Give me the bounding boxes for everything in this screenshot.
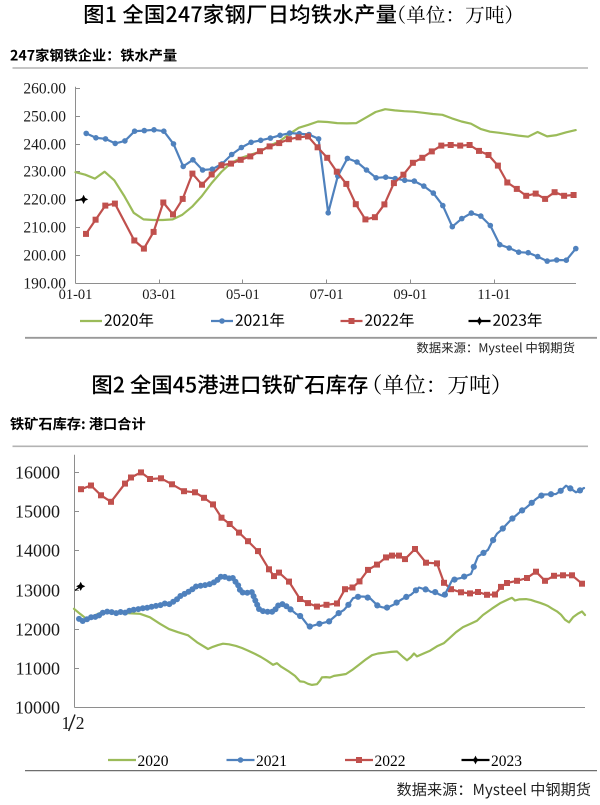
svg-text:12000: 12000 (15, 619, 60, 639)
svg-text:15000: 15000 (15, 501, 60, 521)
svg-text:07-01: 07-01 (310, 287, 344, 303)
svg-text:2: 2 (76, 713, 85, 733)
svg-text:2021: 2021 (256, 753, 287, 770)
svg-text:240.00: 240.00 (23, 136, 66, 153)
svg-text:200.00: 200.00 (23, 247, 66, 264)
svg-text:2022: 2022 (375, 753, 406, 770)
svg-text:260.00: 260.00 (23, 80, 66, 97)
svg-text:250.00: 250.00 (23, 108, 66, 125)
svg-text:09-01: 09-01 (393, 287, 427, 303)
svg-text:2023: 2023 (491, 753, 522, 770)
svg-text:190.00: 190.00 (23, 275, 66, 292)
svg-text:05-01: 05-01 (226, 287, 260, 303)
svg-text:11000: 11000 (16, 658, 60, 678)
svg-text:01-01: 01-01 (59, 287, 93, 303)
svg-text:230.00: 230.00 (23, 163, 66, 180)
svg-text:16000: 16000 (15, 462, 60, 482)
svg-text:13000: 13000 (15, 580, 60, 600)
svg-text:03-01: 03-01 (142, 287, 176, 303)
svg-text:11-01: 11-01 (477, 287, 510, 303)
svg-text:2020: 2020 (138, 753, 169, 770)
svg-text:220.00: 220.00 (23, 191, 66, 208)
svg-text:10000: 10000 (15, 697, 60, 717)
svg-text:1: 1 (62, 713, 71, 733)
svg-text:14000: 14000 (15, 540, 60, 560)
svg-text:210.00: 210.00 (23, 219, 66, 236)
